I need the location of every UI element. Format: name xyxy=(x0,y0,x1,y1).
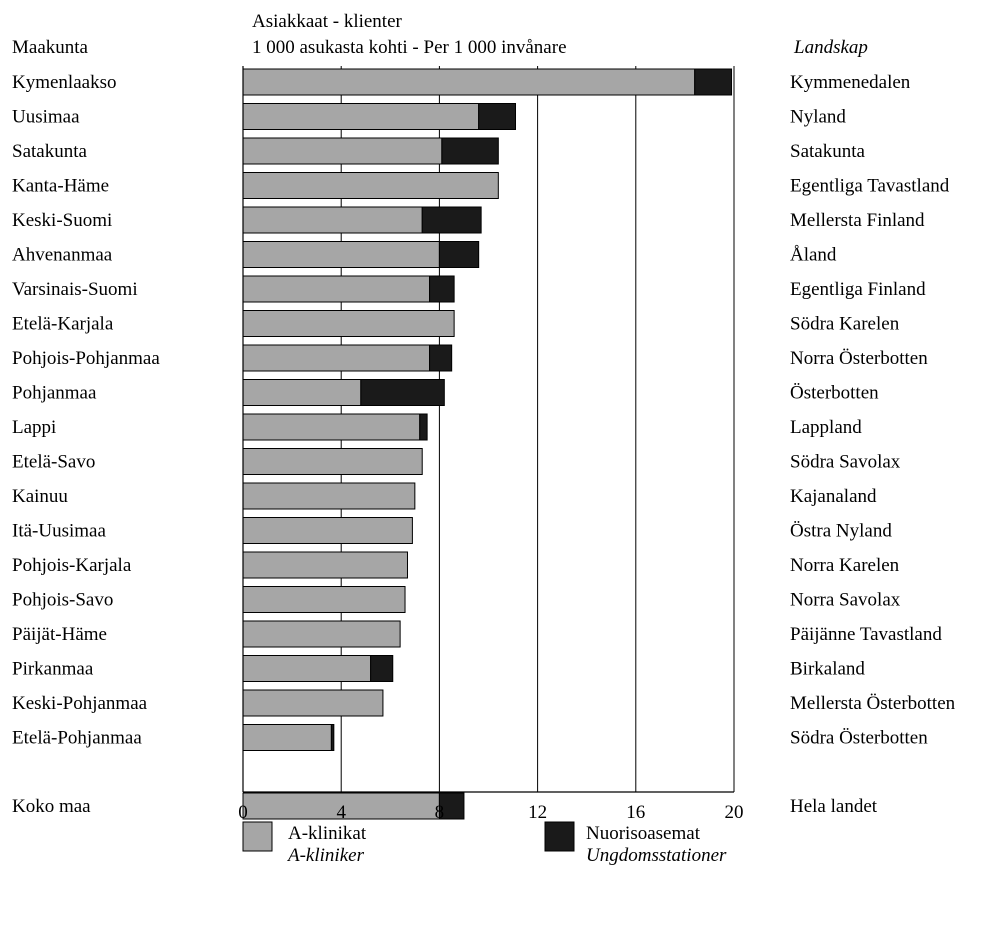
row-label-sv-kymenlaakso: Kymmenedalen xyxy=(790,72,911,93)
left-column-header: Maakunta xyxy=(12,37,89,58)
bar-nuorisoasemat-lappi xyxy=(419,413,428,441)
bar-a-klinikat-ahvenanmaa xyxy=(242,241,440,268)
bar-nuorisoasemat-ahvenanmaa xyxy=(438,241,480,268)
row-label-fi-varsinais-suomi: Varsinais-Suomi xyxy=(12,279,138,300)
row-label-sv-koko-maa: Hela landet xyxy=(790,796,878,817)
legend-label-a-kliniker: A-kliniker xyxy=(286,845,365,866)
bar-nuorisoasemat-satakunta xyxy=(441,137,499,165)
chart-title-line2: 1 000 asukasta kohti - Per 1 000 invånar… xyxy=(252,37,567,58)
row-label-fi-pohjanmaa: Pohjanmaa xyxy=(12,383,97,404)
bar-a-klinikat-uusimaa xyxy=(242,103,480,130)
row-label-fi-lappi: Lappi xyxy=(12,417,56,438)
bar-a-klinikat-kymenlaakso xyxy=(242,68,696,96)
bar-a-klinikat-lappi xyxy=(242,413,421,441)
row-label-sv-pohjois-karjala: Norra Karelen xyxy=(790,555,900,576)
legend-label-nuorisoasemat: Nuorisoasemat xyxy=(586,823,701,844)
row-label-fi-keski-suomi: Keski-Suomi xyxy=(12,210,112,231)
bar-a-klinikat-etelä-savo xyxy=(242,448,423,475)
row-label-sv-etelä-savo: Södra Savolax xyxy=(790,452,901,473)
row-label-sv-ahvenanmaa: Åland xyxy=(790,245,837,266)
bar-nuorisoasemat-pohjanmaa xyxy=(360,379,445,406)
row-label-fi-kainuu: Kainuu xyxy=(12,486,68,507)
row-labels: Kymenlaakso Kymmenedalen Uusimaa Nyland Sata… xyxy=(12,72,956,817)
row-label-sv-etelä-pohjanmaa: Södra Österbotten xyxy=(790,728,928,749)
bar-nuorisoasemat-koko-maa xyxy=(438,792,465,820)
bar-a-klinikat-keski-pohjanmaa xyxy=(242,689,384,717)
bar-a-klinikat-satakunta xyxy=(242,137,443,165)
x-tick-label-20: 20 xyxy=(725,802,744,823)
row-label-fi-kymenlaakso: Kymenlaakso xyxy=(12,72,116,93)
bar-a-klinikat-pohjois-savo xyxy=(242,586,406,613)
bar-nuorisoasemat-uusimaa xyxy=(478,103,517,130)
row-label-fi-keski-pohjanmaa: Keski-Pohjanmaa xyxy=(12,693,148,714)
row-label-sv-pohjois-savo: Norra Savolax xyxy=(790,590,901,611)
chart-title-line1: Asiakkaat - klienter xyxy=(252,11,403,32)
bar-nuorisoasemat-kymenlaakso xyxy=(694,68,733,96)
bar-a-klinikat-kanta-häme xyxy=(242,172,499,199)
legend-swatch-nuorisoasemat xyxy=(544,821,575,852)
row-label-fi-etelä-pohjanmaa: Etelä-Pohjanmaa xyxy=(12,728,142,749)
bar-layer xyxy=(242,68,733,820)
row-label-sv-etelä-karjala: Södra Karelen xyxy=(790,314,900,335)
bar-nuorisoasemat-pirkanmaa xyxy=(370,655,394,682)
row-label-sv-lappi: Lappland xyxy=(790,417,862,438)
bar-nuorisoasemat-keski-suomi xyxy=(421,206,482,234)
row-label-fi-itä-uusimaa: Itä-Uusimaa xyxy=(12,521,106,542)
bar-a-klinikat-koko-maa xyxy=(242,792,440,820)
legend-label-a-klinikat: A-klinikat xyxy=(288,823,367,844)
row-label-sv-kanta-häme: Egentliga Tavastland xyxy=(790,176,950,197)
row-label-sv-päijät-häme: Päijänne Tavastland xyxy=(790,624,942,645)
bar-nuorisoasemat-varsinais-suomi xyxy=(429,275,455,303)
row-label-sv-pirkanmaa: Birkaland xyxy=(790,659,865,680)
row-label-fi-satakunta: Satakunta xyxy=(12,141,87,162)
bar-a-klinikat-pirkanmaa xyxy=(242,655,372,682)
right-column-header: Landskap xyxy=(793,37,868,58)
row-label-sv-pohjois-pohjanmaa: Norra Österbotten xyxy=(790,348,928,369)
row-label-fi-pohjois-savo: Pohjois-Savo xyxy=(12,590,113,611)
row-label-sv-kainuu: Kajanaland xyxy=(790,486,877,507)
row-label-fi-pirkanmaa: Pirkanmaa xyxy=(12,659,94,680)
row-label-sv-keski-pohjanmaa: Mellersta Österbotten xyxy=(790,693,956,714)
bar-a-klinikat-etelä-karjala xyxy=(242,310,455,337)
row-label-fi-koko-maa: Koko maa xyxy=(12,796,91,817)
row-label-sv-varsinais-suomi: Egentliga Finland xyxy=(790,279,926,300)
legend-label-ungdomsstationer: Ungdomsstationer xyxy=(586,845,727,866)
row-label-fi-pohjois-karjala: Pohjois-Karjala xyxy=(12,555,132,576)
legend: A-klinikat A-kliniker Nuorisoasemat Ungd… xyxy=(242,821,727,866)
row-label-fi-kanta-häme: Kanta-Häme xyxy=(12,176,109,197)
row-label-fi-päijät-häme: Päijät-Häme xyxy=(12,624,107,645)
bar-a-klinikat-etelä-pohjanmaa xyxy=(242,724,332,751)
bar-nuorisoasemat-etelä-pohjanmaa xyxy=(330,724,335,751)
bar-nuorisoasemat-pohjois-pohjanmaa xyxy=(429,344,453,372)
row-label-sv-itä-uusimaa: Östra Nyland xyxy=(790,521,892,542)
row-label-fi-uusimaa: Uusimaa xyxy=(12,107,80,128)
x-tick-label-8: 8 xyxy=(435,802,445,823)
x-tick-label-4: 4 xyxy=(336,802,346,823)
x-tick-label-0: 0 xyxy=(238,802,248,823)
x-axis: 0 4 8 12 16 20 xyxy=(238,66,744,823)
bar-a-klinikat-itä-uusimaa xyxy=(242,517,413,544)
bar-a-klinikat-keski-suomi xyxy=(242,206,423,234)
row-label-sv-pohjanmaa: Österbotten xyxy=(790,383,879,404)
legend-swatch-a-klinikat xyxy=(242,821,273,852)
bar-a-klinikat-kainuu xyxy=(242,482,416,510)
x-tick-label-16: 16 xyxy=(626,802,645,823)
bar-a-klinikat-varsinais-suomi xyxy=(242,275,431,303)
bar-a-klinikat-pohjois-karjala xyxy=(242,551,408,579)
x-tick-label-12: 12 xyxy=(528,802,547,823)
row-label-fi-etelä-karjala: Etelä-Karjala xyxy=(12,314,114,335)
row-label-fi-etelä-savo: Etelä-Savo xyxy=(12,452,95,473)
bar-a-klinikat-päijät-häme xyxy=(242,620,401,648)
row-label-fi-pohjois-pohjanmaa: Pohjois-Pohjanmaa xyxy=(12,348,160,369)
row-label-sv-keski-suomi: Mellersta Finland xyxy=(790,210,925,231)
row-label-sv-satakunta: Satakunta xyxy=(790,141,865,162)
row-label-fi-ahvenanmaa: Ahvenanmaa xyxy=(12,245,113,266)
bar-a-klinikat-pohjanmaa xyxy=(242,379,362,406)
row-label-sv-uusimaa: Nyland xyxy=(790,107,846,128)
bar-a-klinikat-pohjois-pohjanmaa xyxy=(242,344,431,372)
